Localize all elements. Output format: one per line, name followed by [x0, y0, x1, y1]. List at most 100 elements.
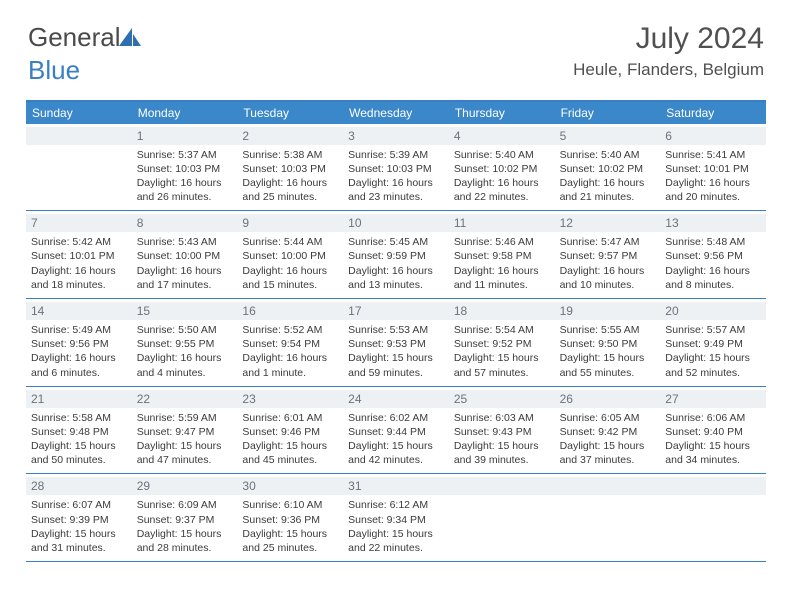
sunrise-text: Sunrise: 5:58 AM [31, 411, 127, 425]
daylight-text: Daylight: 15 hours and 42 minutes. [348, 439, 444, 467]
sunrise-text: Sunrise: 5:40 AM [454, 148, 550, 162]
daylight-text: Daylight: 16 hours and 15 minutes. [242, 264, 338, 292]
sunrise-text: Sunrise: 5:55 AM [560, 323, 656, 337]
day-cell: 16Sunrise: 5:52 AMSunset: 9:54 PMDayligh… [237, 299, 343, 386]
sunset-text: Sunset: 9:55 PM [137, 337, 233, 351]
sunrise-text: Sunrise: 5:48 AM [665, 235, 761, 249]
day-cell: 27Sunrise: 6:06 AMSunset: 9:40 PMDayligh… [660, 387, 766, 474]
sunrise-text: Sunrise: 6:02 AM [348, 411, 444, 425]
day-cell: 4Sunrise: 5:40 AMSunset: 10:02 PMDayligh… [449, 124, 555, 211]
sunrise-text: Sunrise: 6:07 AM [31, 498, 127, 512]
week-row: 28Sunrise: 6:07 AMSunset: 9:39 PMDayligh… [26, 474, 766, 562]
daylight-text: Daylight: 16 hours and 23 minutes. [348, 176, 444, 204]
day-cell: 31Sunrise: 6:12 AMSunset: 9:34 PMDayligh… [343, 474, 449, 561]
sunset-text: Sunset: 9:57 PM [560, 249, 656, 263]
day-cell: 25Sunrise: 6:03 AMSunset: 9:43 PMDayligh… [449, 387, 555, 474]
day-cell: 29Sunrise: 6:09 AMSunset: 9:37 PMDayligh… [132, 474, 238, 561]
sunset-text: Sunset: 10:00 PM [137, 249, 233, 263]
daylight-text: Daylight: 16 hours and 25 minutes. [242, 176, 338, 204]
day-number: 20 [660, 302, 766, 320]
day-cell: 7Sunrise: 5:42 AMSunset: 10:01 PMDayligh… [26, 211, 132, 298]
daylight-text: Daylight: 16 hours and 20 minutes. [665, 176, 761, 204]
sunset-text: Sunset: 10:01 PM [665, 162, 761, 176]
day-cell: 28 Sunrise: 6:07 AMSunset: 9:39 PMDayligh… [26, 474, 132, 561]
day-cell: 18Sunrise: 5:54 AMSunset: 9:52 PMDayligh… [449, 299, 555, 386]
day-header: Sunday [26, 102, 132, 124]
day-cell: 6Sunrise: 5:41 AMSunset: 10:01 PMDayligh… [660, 124, 766, 211]
daylight-text: Daylight: 15 hours and 34 minutes. [665, 439, 761, 467]
weeks-container: 1Sunrise: 5:37 AMSunset: 10:03 PMDayligh… [26, 124, 766, 562]
daylight-text: Daylight: 15 hours and 22 minutes. [348, 527, 444, 555]
daylight-text: Daylight: 15 hours and 39 minutes. [454, 439, 550, 467]
day-number: 23 [237, 390, 343, 408]
day-cell: 3Sunrise: 5:39 AMSunset: 10:03 PMDayligh… [343, 124, 449, 211]
sunrise-text: Sunrise: 5:41 AM [665, 148, 761, 162]
day-cell: 13Sunrise: 5:48 AMSunset: 9:56 PMDayligh… [660, 211, 766, 298]
day-number: 24 [343, 390, 449, 408]
daylight-text: Daylight: 15 hours and 59 minutes. [348, 351, 444, 379]
day-number [449, 477, 555, 495]
day-number: 1 [132, 127, 238, 145]
daylight-text: Daylight: 16 hours and 6 minutes. [31, 351, 127, 379]
daylight-text: Daylight: 15 hours and 55 minutes. [560, 351, 656, 379]
week-row: 14Sunrise: 5:49 AMSunset: 9:56 PMDayligh… [26, 299, 766, 387]
sunset-text: Sunset: 10:03 PM [137, 162, 233, 176]
day-number: 19 [555, 302, 661, 320]
sunrise-text: Sunrise: 5:47 AM [560, 235, 656, 249]
sunset-text: Sunset: 10:02 PM [560, 162, 656, 176]
logo-part2: Blue [28, 55, 80, 85]
sunset-text: Sunset: 9:39 PM [31, 513, 127, 527]
daylight-text: Daylight: 16 hours and 22 minutes. [454, 176, 550, 204]
sunrise-text: Sunrise: 5:54 AM [454, 323, 550, 337]
sunrise-text: Sunrise: 5:50 AM [137, 323, 233, 337]
sunrise-text: Sunrise: 5:40 AM [560, 148, 656, 162]
week-row: 7 Sunrise: 5:42 AMSunset: 10:01 PM Dayligh… [26, 211, 766, 299]
sunset-text: Sunset: 10:03 PM [348, 162, 444, 176]
day-number: 28 [26, 477, 132, 495]
day-cell [449, 474, 555, 561]
sunrise-text: Sunrise: 6:12 AM [348, 498, 444, 512]
sunrise-text: Sunrise: 5:43 AM [137, 235, 233, 249]
day-number: 30 [237, 477, 343, 495]
sunrise-text: Sunrise: 5:59 AM [137, 411, 233, 425]
header: GeneralBlue July 2024 Heule, Flanders, B… [0, 0, 792, 94]
day-number: 11 [449, 214, 555, 232]
daylight-text: Daylight: 15 hours and 31 minutes. [31, 527, 127, 555]
day-number: 26 [555, 390, 661, 408]
day-cell: 12Sunrise: 5:47 AMSunset: 9:57 PMDayligh… [555, 211, 661, 298]
sunrise-text: Sunrise: 5:44 AM [242, 235, 338, 249]
logo-part1: General [28, 22, 121, 52]
daylight-text: Daylight: 15 hours and 37 minutes. [560, 439, 656, 467]
day-cell: 8Sunrise: 5:43 AMSunset: 10:00 PMDayligh… [132, 211, 238, 298]
sunset-text: Sunset: 9:47 PM [137, 425, 233, 439]
sunrise-text: Sunrise: 5:52 AM [242, 323, 338, 337]
calendar: Sunday Monday Tuesday Wednesday Thursday… [26, 100, 766, 562]
day-number: 22 [132, 390, 238, 408]
sunset-text: Sunset: 10:00 PM [242, 249, 338, 263]
sunrise-text: Sunrise: 5:45 AM [348, 235, 444, 249]
day-cell: 2Sunrise: 5:38 AMSunset: 10:03 PMDayligh… [237, 124, 343, 211]
day-cell: 24Sunrise: 6:02 AMSunset: 9:44 PMDayligh… [343, 387, 449, 474]
day-header: Monday [132, 102, 238, 124]
sunset-text: Sunset: 9:59 PM [348, 249, 444, 263]
sunrise-text: Sunrise: 5:42 AM [31, 235, 127, 249]
logo-text: GeneralBlue [28, 22, 141, 86]
day-header: Wednesday [343, 102, 449, 124]
sunset-text: Sunset: 9:50 PM [560, 337, 656, 351]
day-cell [26, 124, 132, 211]
sunrise-text: Sunrise: 6:10 AM [242, 498, 338, 512]
day-cell: 14Sunrise: 5:49 AMSunset: 9:56 PMDayligh… [26, 299, 132, 386]
day-number: 15 [132, 302, 238, 320]
daylight-text: Daylight: 15 hours and 25 minutes. [242, 527, 338, 555]
day-number: 17 [343, 302, 449, 320]
day-number: 7 [26, 214, 132, 232]
sunset-text: Sunset: 9:36 PM [242, 513, 338, 527]
daylight-text: Daylight: 16 hours and 17 minutes. [137, 264, 233, 292]
daylight-text: Daylight: 16 hours and 21 minutes. [560, 176, 656, 204]
sunset-text: Sunset: 10:01 PM [31, 249, 127, 263]
sunset-text: Sunset: 9:37 PM [137, 513, 233, 527]
sunset-text: Sunset: 9:43 PM [454, 425, 550, 439]
day-number [660, 477, 766, 495]
logo-sail-icon [119, 24, 141, 55]
day-cell: 22Sunrise: 5:59 AMSunset: 9:47 PMDayligh… [132, 387, 238, 474]
